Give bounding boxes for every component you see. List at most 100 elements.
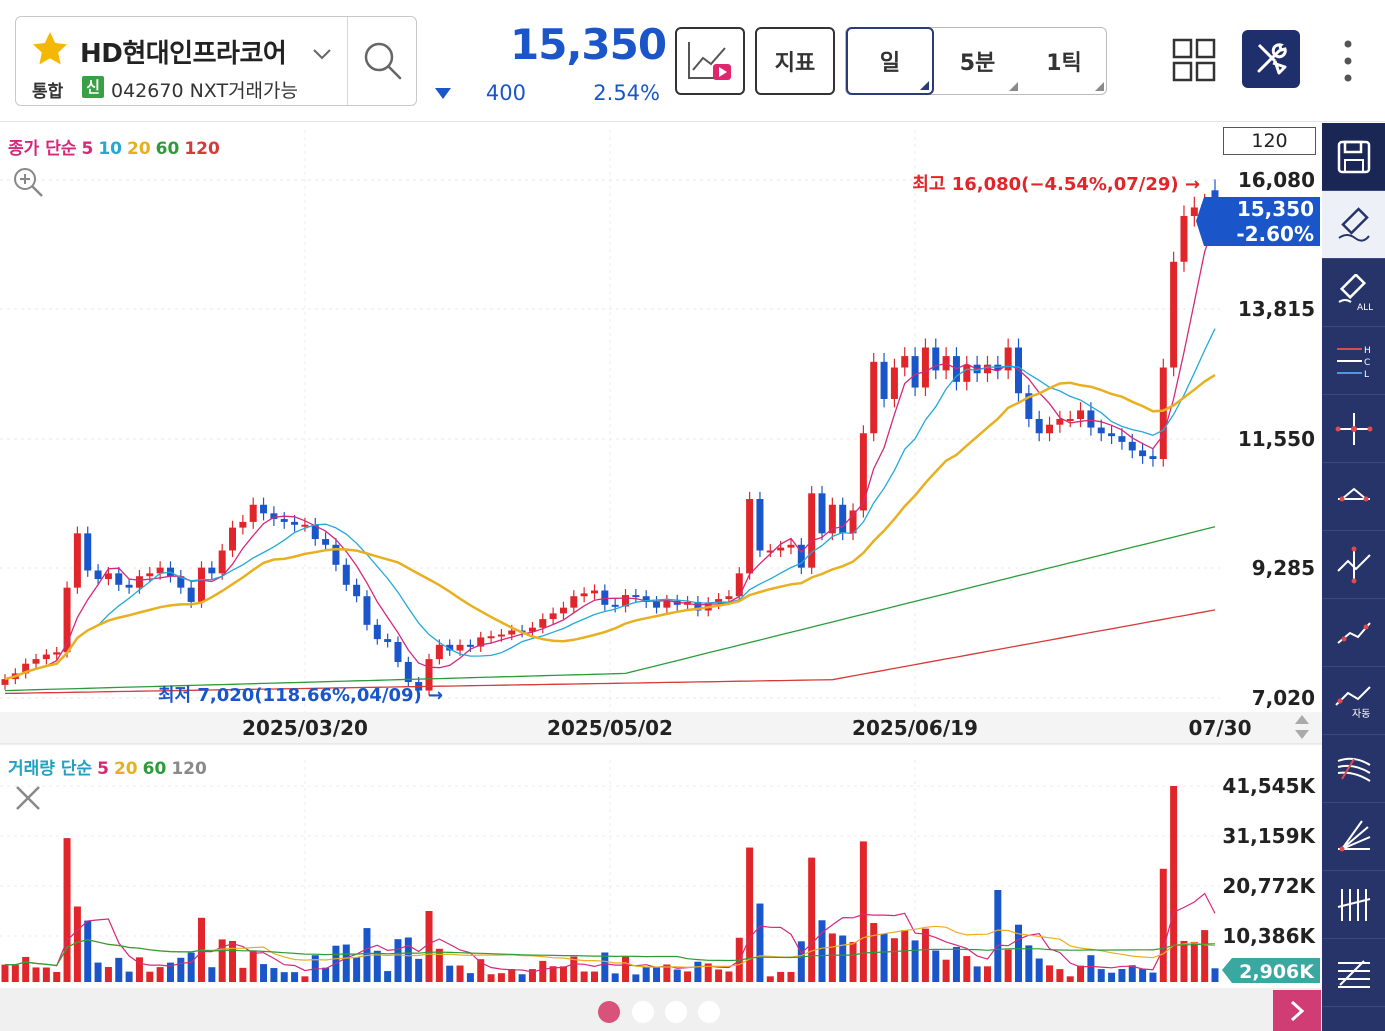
candle-up bbox=[435, 644, 443, 660]
candle-up bbox=[301, 524, 309, 527]
candle-up bbox=[559, 607, 567, 614]
volume-bar-up bbox=[828, 933, 836, 982]
candle-down bbox=[94, 570, 102, 580]
period-5min[interactable]: 5분 bbox=[934, 28, 1021, 94]
stock-selector[interactable]: HD현대인프라코어 통합 신 042670 NXT거래가능 bbox=[15, 16, 417, 106]
candle-down bbox=[115, 573, 123, 585]
page-dot-2[interactable] bbox=[632, 1001, 654, 1023]
svg-text:자동: 자동 bbox=[1352, 708, 1370, 720]
hcl-icon: HCL bbox=[1336, 346, 1370, 380]
volume-bar-down bbox=[1025, 945, 1033, 982]
more-vertical-icon[interactable] bbox=[1334, 36, 1362, 86]
volume-bar-up bbox=[301, 976, 309, 982]
line-tool[interactable] bbox=[1322, 599, 1385, 667]
period-tick[interactable]: 1틱 bbox=[1021, 28, 1107, 94]
zoom-in-icon[interactable] bbox=[10, 164, 46, 200]
price-chart[interactable]: 최고 16,080(−4.54%,07/29) → 최저 7,020(118.66… bbox=[0, 123, 1322, 983]
volume-bar-up bbox=[1170, 786, 1178, 982]
trendline-icon bbox=[1337, 487, 1370, 501]
chevron-down-icon[interactable] bbox=[312, 47, 332, 61]
cross-line-tool[interactable] bbox=[1322, 531, 1385, 599]
candle-down bbox=[291, 521, 299, 525]
volume-legend: 거래량 단순 5 20 60 120 bbox=[8, 754, 212, 779]
credit-badge: 신 bbox=[82, 76, 104, 98]
candle-up bbox=[622, 595, 630, 607]
tools-button[interactable] bbox=[1242, 30, 1300, 88]
down-triangle-icon bbox=[435, 88, 451, 99]
period-day[interactable]: 일 bbox=[846, 27, 934, 95]
volume-bar-down bbox=[280, 972, 288, 982]
candle-down bbox=[756, 499, 764, 551]
eraser-icon bbox=[1337, 206, 1370, 242]
current-price-tag-pct: -2.60% bbox=[1236, 222, 1314, 246]
auto-line-tool[interactable]: 자동 bbox=[1322, 667, 1385, 735]
candle-up bbox=[477, 637, 485, 647]
candle-down bbox=[694, 601, 702, 611]
close-icon[interactable] bbox=[10, 780, 46, 816]
volume-bar-down bbox=[611, 973, 619, 982]
candle-down bbox=[1149, 456, 1157, 460]
volume-bar-up bbox=[1004, 949, 1012, 982]
date-axis-band bbox=[0, 712, 1322, 744]
candle-up bbox=[1004, 347, 1012, 371]
volume-bar-up bbox=[580, 971, 588, 982]
grid-lines-tool[interactable] bbox=[1322, 871, 1385, 939]
candle-down bbox=[911, 356, 919, 388]
candle-down bbox=[446, 644, 454, 651]
scroll-updown-icon[interactable] bbox=[1290, 712, 1314, 742]
volume-bar-down bbox=[384, 971, 392, 982]
candle-up bbox=[135, 576, 143, 588]
trendline-tool[interactable] bbox=[1322, 463, 1385, 531]
next-page-button[interactable] bbox=[1273, 990, 1321, 1031]
volume-bar-up bbox=[901, 930, 909, 982]
candle-up bbox=[508, 630, 516, 635]
volume-bar-down bbox=[1128, 965, 1136, 982]
eraser-tool[interactable] bbox=[1322, 191, 1385, 259]
indicator-button[interactable]: 지표 bbox=[755, 27, 835, 95]
search-button[interactable] bbox=[349, 17, 417, 105]
candle-up bbox=[1159, 367, 1167, 460]
page-dot-1[interactable] bbox=[598, 1001, 620, 1023]
ma10-line bbox=[4, 328, 1216, 680]
volume-bar-up bbox=[663, 964, 671, 982]
parallel-lines-tool[interactable] bbox=[1322, 939, 1385, 1007]
volume-axis-label: 20,772K bbox=[1222, 874, 1316, 898]
candle-up bbox=[859, 433, 867, 511]
volume-bar-up bbox=[539, 960, 547, 982]
volume-bar-down bbox=[642, 966, 650, 982]
candle-down bbox=[322, 539, 330, 545]
eraser-all-tool[interactable]: ALL bbox=[1322, 259, 1385, 327]
page-dot-4[interactable] bbox=[698, 1001, 720, 1023]
stock-name[interactable]: HD현대인프라코어 bbox=[80, 39, 287, 69]
volume-bar-up bbox=[229, 940, 237, 982]
candle-up bbox=[570, 596, 578, 608]
volume-bar-down bbox=[125, 971, 133, 982]
volume-bar-down bbox=[694, 961, 702, 982]
volume-bar-up bbox=[1159, 868, 1167, 982]
volume-bar-down bbox=[911, 940, 919, 982]
candle-count-input[interactable]: 120 bbox=[1223, 127, 1316, 155]
save-tool[interactable] bbox=[1322, 123, 1385, 191]
volume-bar-down bbox=[270, 968, 278, 982]
volume-bar-down bbox=[373, 950, 381, 982]
corner-triangle-icon bbox=[920, 81, 929, 90]
ma-legend-title: 종가 단순 bbox=[8, 139, 77, 159]
candle-down bbox=[1097, 427, 1105, 434]
change-percent: 2.54% bbox=[593, 81, 660, 105]
volume-bar-up bbox=[218, 939, 226, 982]
favorite-star-icon[interactable] bbox=[30, 29, 70, 69]
page-dot-3[interactable] bbox=[665, 1001, 687, 1023]
chart-video-button[interactable] bbox=[675, 27, 745, 95]
candle-up bbox=[1180, 216, 1188, 262]
fan-icon bbox=[1337, 757, 1371, 782]
candle-up bbox=[1190, 207, 1198, 217]
volume-bar-up bbox=[239, 967, 247, 982]
layout-grid-icon[interactable] bbox=[1170, 36, 1218, 84]
candle-down bbox=[270, 513, 278, 520]
date-axis-label: 07/30 bbox=[1189, 716, 1252, 740]
angle-tool[interactable] bbox=[1322, 803, 1385, 871]
fan-tool[interactable] bbox=[1322, 735, 1385, 803]
crosshair-tool[interactable] bbox=[1322, 395, 1385, 463]
